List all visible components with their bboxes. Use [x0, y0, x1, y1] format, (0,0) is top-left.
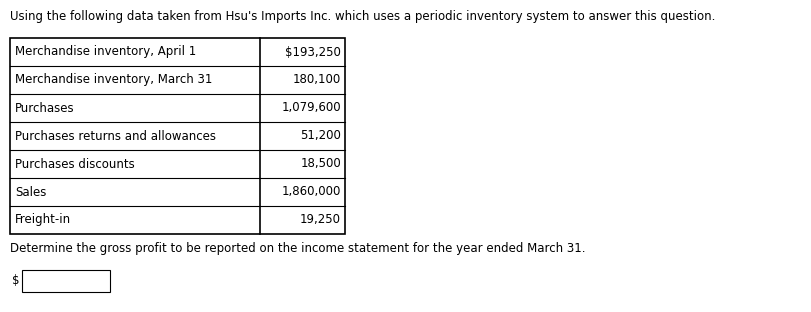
Text: Purchases: Purchases	[15, 101, 75, 115]
Text: Merchandise inventory, April 1: Merchandise inventory, April 1	[15, 46, 196, 59]
Text: Purchases returns and allowances: Purchases returns and allowances	[15, 129, 216, 143]
Text: Freight-in: Freight-in	[15, 213, 71, 227]
Text: Merchandise inventory, March 31: Merchandise inventory, March 31	[15, 74, 212, 86]
Text: 180,100: 180,100	[293, 74, 341, 86]
Text: Sales: Sales	[15, 186, 46, 198]
Bar	[22, 270, 109, 292]
Bar	[10, 38, 345, 234]
Text: $: $	[12, 275, 19, 287]
Text: Determine the gross profit to be reported on the income statement for the year e: Determine the gross profit to be reporte…	[10, 242, 585, 255]
Text: 1,079,600: 1,079,600	[281, 101, 341, 115]
Text: 1,860,000: 1,860,000	[281, 186, 341, 198]
Text: Using the following data taken from Hsu's Imports Inc. which uses a periodic inv: Using the following data taken from Hsu'…	[10, 10, 714, 23]
Text: 51,200: 51,200	[300, 129, 341, 143]
Text: 18,500: 18,500	[300, 158, 341, 170]
Text: $193,250: $193,250	[285, 46, 341, 59]
Text: 19,250: 19,250	[299, 213, 341, 227]
Text: Purchases discounts: Purchases discounts	[15, 158, 135, 170]
